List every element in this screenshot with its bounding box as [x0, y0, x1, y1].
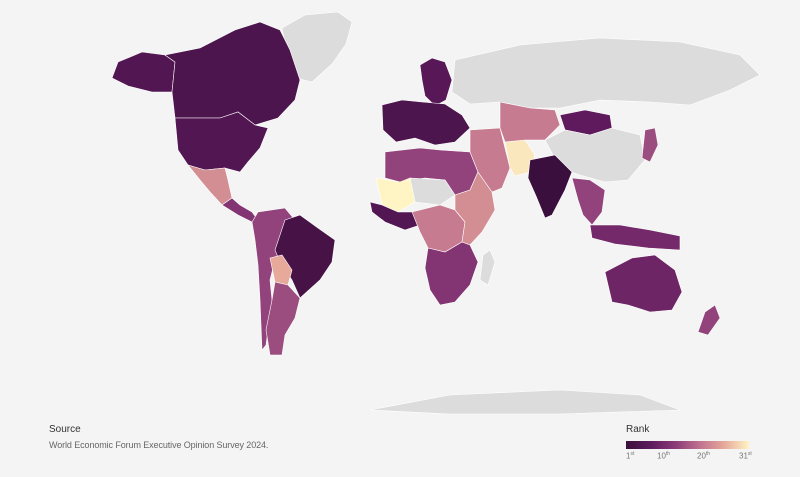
source-text: World Economic Forum Executive Opinion S…	[49, 440, 269, 450]
map-svg	[111, 11, 761, 415]
legend-title: Rank	[626, 424, 650, 435]
rank-legend: Rank 1st 10th 20th 31st	[626, 424, 752, 463]
source-title: Source	[49, 424, 81, 435]
country-alaska[interactable]	[111, 51, 176, 93]
country-russia[interactable]	[451, 37, 761, 109]
legend-ticks: 1st 10th 20th 31st	[626, 451, 752, 463]
source-block: Source World Economic Forum Executive Op…	[49, 424, 268, 450]
country-east-africa[interactable]	[454, 171, 496, 246]
country-new-zealand[interactable]	[697, 304, 721, 336]
country-southeast-asia[interactable]	[571, 177, 606, 226]
country-argentina[interactable]	[265, 281, 301, 356]
legend-tick-20: 20th	[697, 451, 711, 461]
legend-gradient-bar	[626, 441, 749, 449]
country-southern-africa[interactable]	[424, 241, 479, 306]
country-japan[interactable]	[641, 127, 659, 163]
country-australia[interactable]	[604, 254, 683, 313]
country-indonesia[interactable]	[589, 224, 681, 251]
country-scandinavia[interactable]	[419, 57, 453, 107]
country-canada[interactable]	[164, 21, 301, 126]
country-bolivia[interactable]	[269, 254, 293, 286]
legend-tick-31: 31st	[739, 451, 752, 461]
country-india[interactable]	[527, 154, 573, 219]
country-mexico[interactable]	[187, 164, 233, 206]
country-central-america[interactable]	[221, 197, 259, 223]
region-antarctica	[369, 389, 681, 415]
country-china[interactable]	[544, 127, 646, 183]
country-middle-east[interactable]	[469, 127, 511, 193]
legend-tick-10: 10th	[657, 451, 671, 461]
country-madagascar[interactable]	[479, 249, 496, 286]
country-europe-west[interactable]	[381, 99, 471, 146]
world-map	[111, 11, 761, 415]
legend-tick-1: 1st	[626, 451, 635, 461]
